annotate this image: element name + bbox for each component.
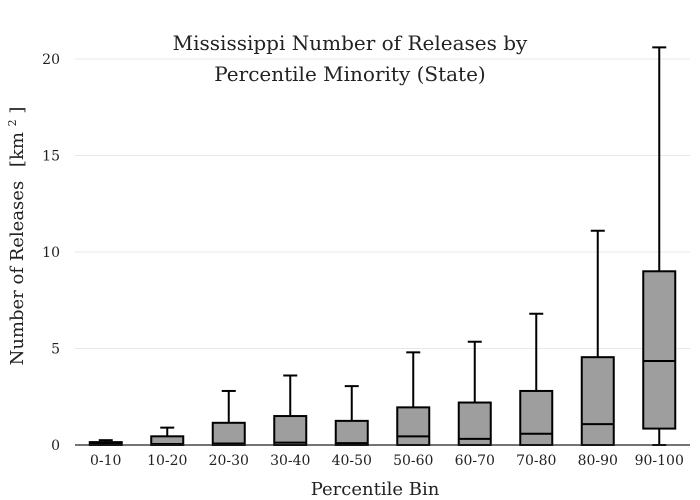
x-axis-label: Percentile Bin <box>311 479 440 500</box>
x-tick-label: 70-80 <box>516 453 556 469</box>
box-80-90 <box>580 229 615 446</box>
gridlines <box>75 58 690 349</box>
y-tick-label: 20 <box>42 52 60 68</box>
x-tick-label: 90-100 <box>635 453 684 469</box>
y-tick-label: 15 <box>42 148 60 164</box>
iqr-box <box>519 389 554 447</box>
box-20-30 <box>211 389 246 447</box>
iqr-box <box>642 270 677 430</box>
x-tick-label: 60-70 <box>455 453 495 469</box>
y-axis-unit-close: ] <box>7 107 28 114</box>
iqr-box <box>273 415 308 446</box>
x-tick-label: 50-60 <box>393 453 433 469</box>
iqr-box <box>334 419 369 447</box>
x-tick-label: 30-40 <box>270 453 310 469</box>
y-tick-label: 0 <box>51 438 60 454</box>
y-axis-label: Number of Releases [km 2 ] <box>0 107 28 366</box>
y-axis-label-text: Number of Releases <box>7 181 28 366</box>
chart-title-line-1: Mississippi Number of Releases by <box>173 31 528 55</box>
boxes <box>88 46 677 447</box>
box-70-80 <box>519 312 554 447</box>
x-tick-label: 10-20 <box>147 453 187 469</box>
chart-title-line-2: Percentile Minority (State) <box>214 62 485 86</box>
box-60-70 <box>457 340 492 446</box>
y-axis-unit: [km <box>7 132 28 167</box>
y-tick-label: 10 <box>42 245 60 261</box>
y-tick-label: 5 <box>51 341 60 357</box>
y-axis-unit-superscript: 2 <box>6 119 19 126</box>
x-tick-label: 20-30 <box>209 453 249 469</box>
x-tick-label: 80-90 <box>578 453 618 469</box>
box-90-100 <box>642 46 677 446</box>
box-30-40 <box>273 374 308 446</box>
iqr-box <box>211 421 246 447</box>
y-axis-tick-labels: 0 5 10 15 20 <box>42 52 60 454</box>
box-0-10 <box>88 439 123 446</box>
x-tick-label: 40-50 <box>332 453 372 469</box>
box-50-60 <box>396 351 431 447</box>
x-axis-tick-labels: 0-10 10-20 20-30 30-40 40-50 50-60 60-70 70-80 8… <box>90 453 684 469</box>
x-tick-label: 0-10 <box>90 453 121 469</box>
iqr-box <box>396 406 431 447</box>
box-40-50 <box>334 385 369 447</box>
box-10-20 <box>150 426 185 447</box>
iqr-box <box>580 356 615 446</box>
